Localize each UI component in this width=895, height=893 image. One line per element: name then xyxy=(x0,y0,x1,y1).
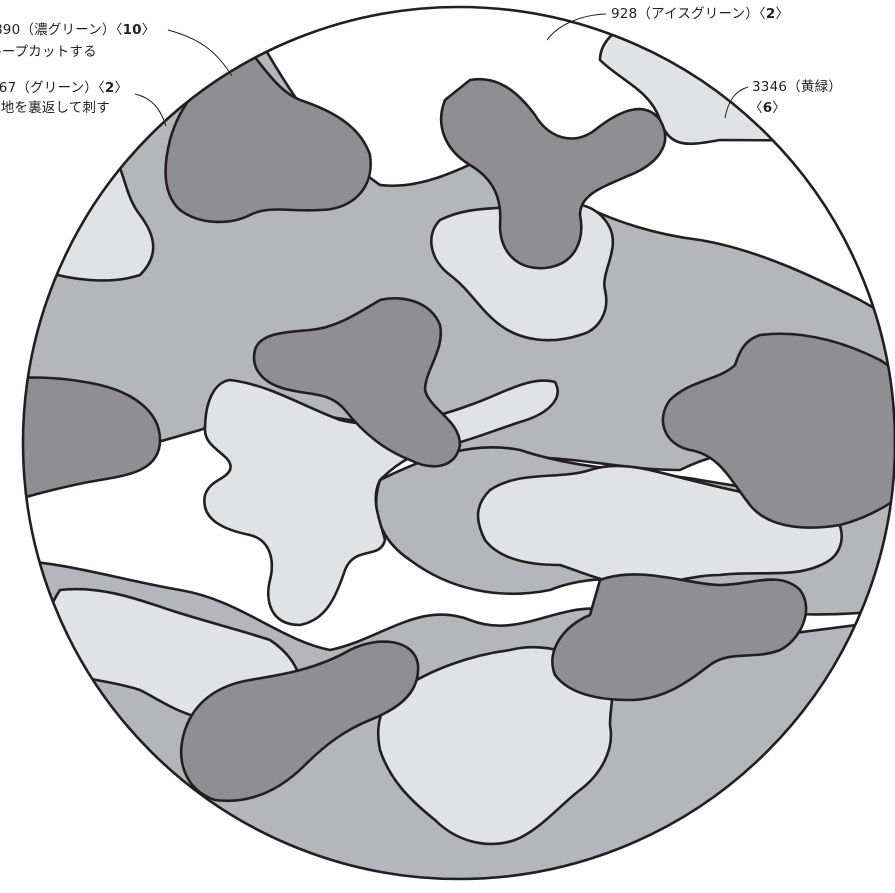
label-890-name: （濃グリーン） xyxy=(20,22,116,38)
ice-green-region-center xyxy=(203,378,559,627)
ice-green-region-bottom xyxy=(376,645,614,846)
label-3346: 3346（黄緑） xyxy=(752,78,842,96)
dark-green-region-right xyxy=(661,332,895,529)
label-3346-number: 3346 xyxy=(752,79,788,95)
label-367-bracket-open: 〈 xyxy=(97,80,105,96)
dark-green-region-bottom-left xyxy=(180,640,420,803)
leader-line-367 xyxy=(134,93,167,127)
label-890-bracket-open: 〈 xyxy=(115,22,123,38)
dark-green-region-tri-top xyxy=(439,77,667,270)
label-367-name: （グリーン） xyxy=(16,80,98,96)
label-367-bracket-close: 〉 xyxy=(114,80,129,96)
label-890-number: 890 xyxy=(0,22,21,38)
note-890-text: ループカットする xyxy=(0,44,97,60)
leader-line-890 xyxy=(167,29,233,77)
label-367-number: 367 xyxy=(0,80,17,96)
label-367: 367（グリーン）〈2〉 xyxy=(0,79,128,97)
dark-green-region-bottom-right xyxy=(551,573,808,702)
note-890: ループカットする xyxy=(0,43,97,61)
leader-line-928 xyxy=(546,13,607,41)
label-890-bracket-close: 〉 xyxy=(141,22,156,38)
label-928-bracket-open: 〈 xyxy=(758,6,766,22)
label-3346-bracket-open: 〈 xyxy=(749,100,763,116)
dark-green-region-top xyxy=(164,38,372,224)
label-928-count: 2 xyxy=(765,6,776,22)
label-3346-bracket-close: 〉 xyxy=(772,100,786,116)
label-928-bracket-close: 〉 xyxy=(775,6,790,22)
note-367-text: 布地を裏返して刺す xyxy=(0,100,110,116)
note-367: 布地を裏返して刺す xyxy=(0,99,110,117)
label-3346-name: （黄緑） xyxy=(787,79,842,95)
label-928-name: （アイスグリーン） xyxy=(637,6,759,22)
label-928: 928（アイスグリーン）〈2〉 xyxy=(611,5,789,23)
count-3346: 〈6〉 xyxy=(749,99,786,117)
label-928-number: 928 xyxy=(611,6,638,22)
dark-green-region-tri-center xyxy=(252,296,462,468)
label-3346-count: 6 xyxy=(762,100,773,116)
label-367-count: 2 xyxy=(104,80,115,96)
circle-outline xyxy=(21,5,895,881)
dark-green-region-left xyxy=(23,376,162,507)
label-890-count: 10 xyxy=(122,22,142,38)
leader-line-3346 xyxy=(724,86,749,119)
label-890: 890（濃グリーン）〈10〉 xyxy=(0,21,155,39)
